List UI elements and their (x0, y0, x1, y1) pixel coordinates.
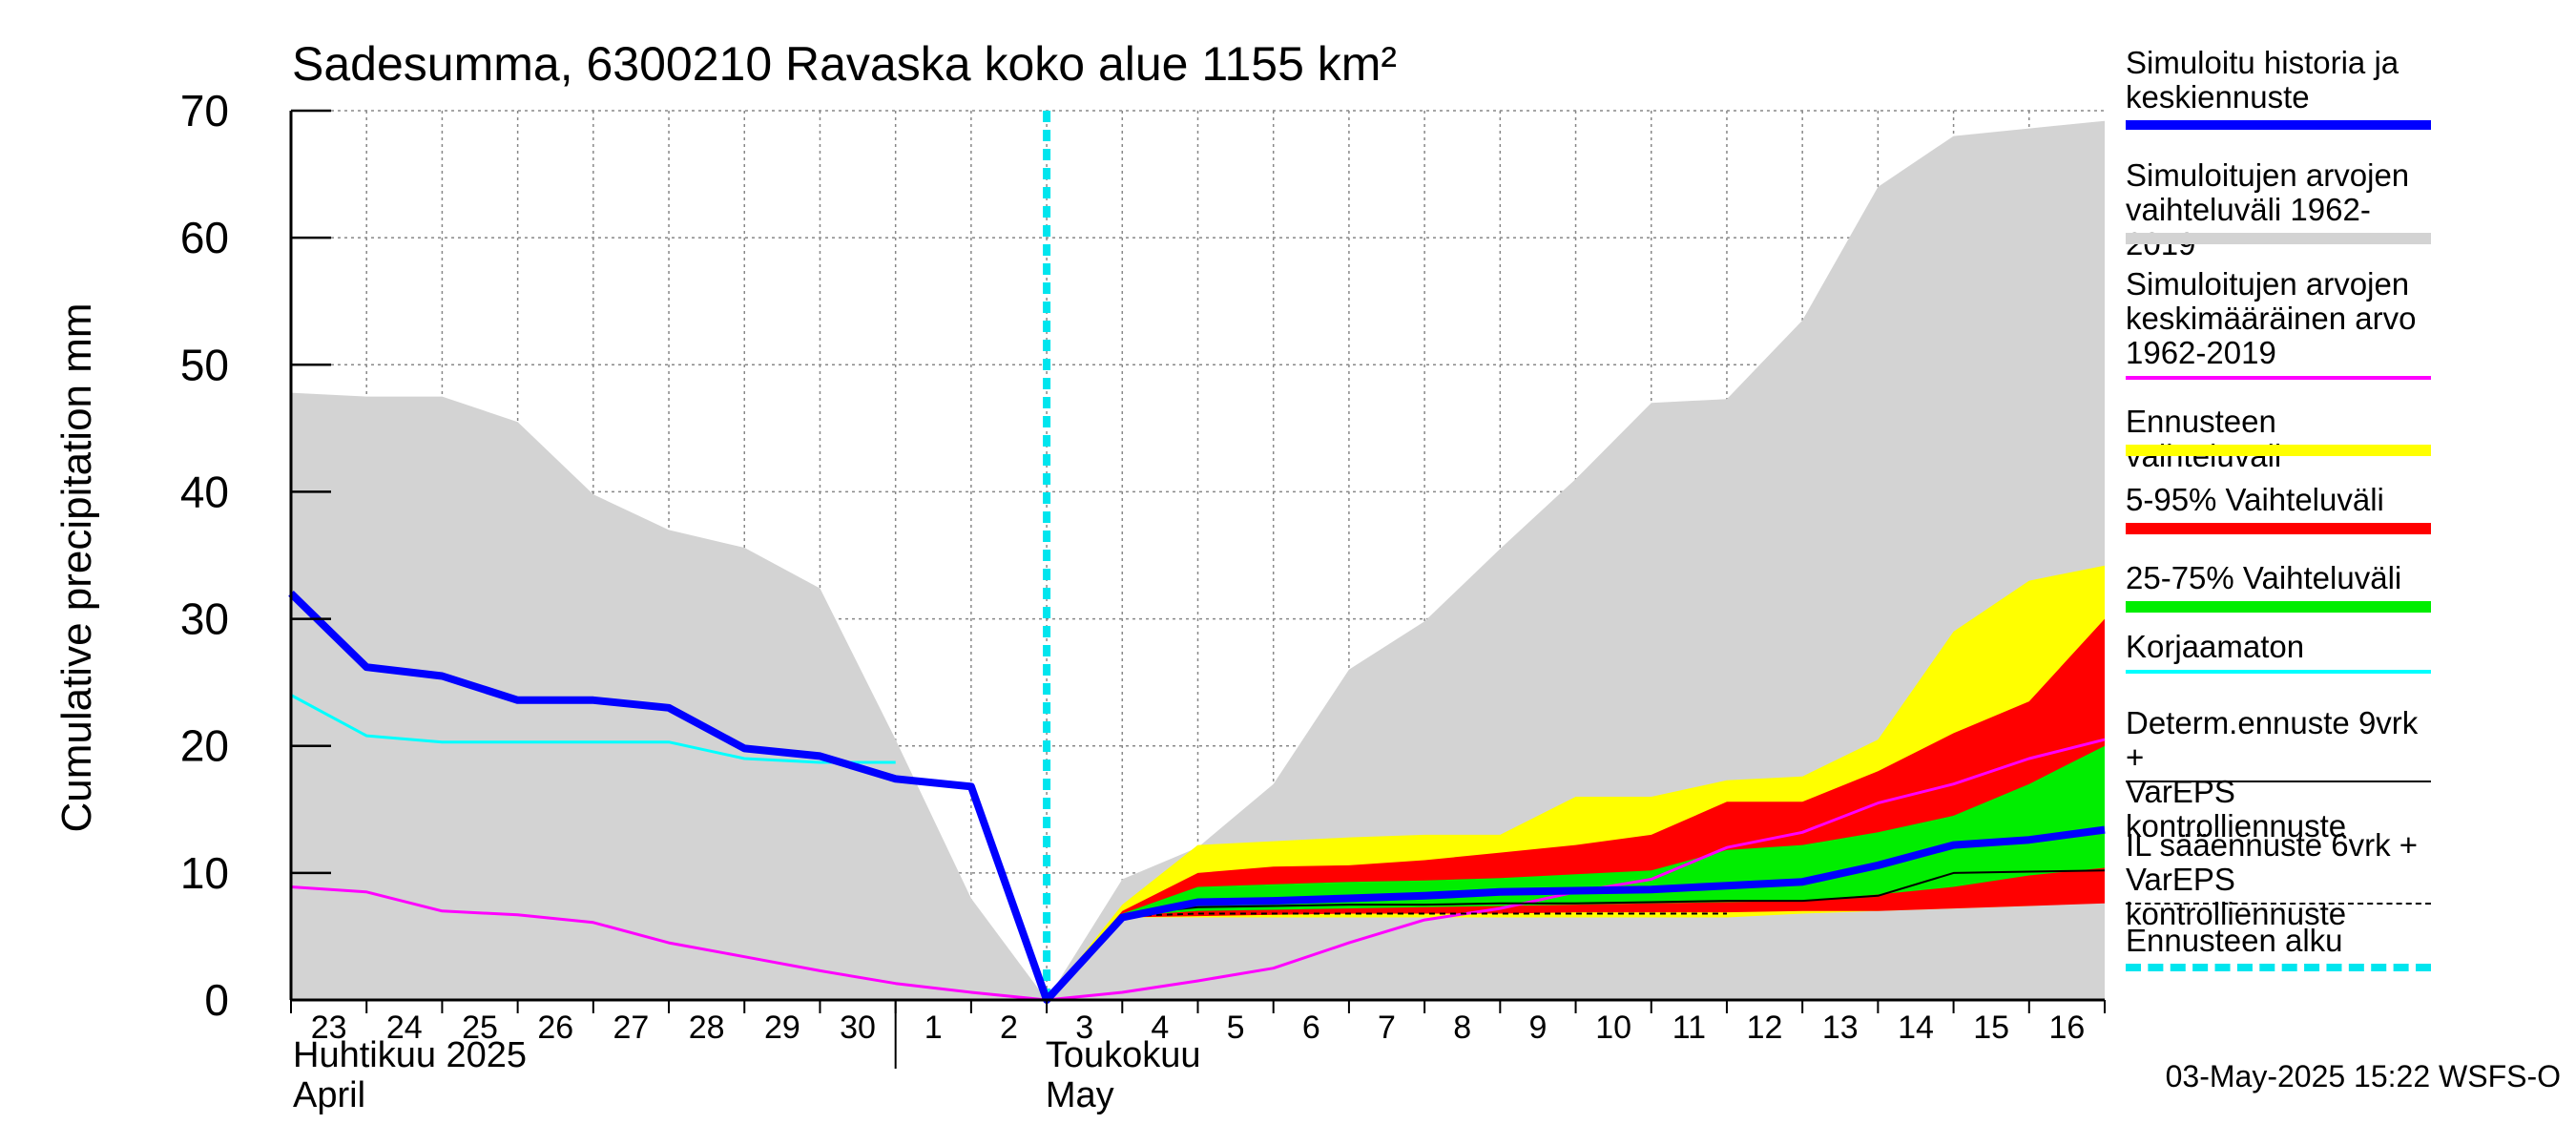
legend-swatch (2126, 523, 2431, 534)
y-tick-labels: 0 10 20 30 40 50 60 70 (180, 86, 331, 1025)
x-tick-label: 1 (924, 1010, 943, 1046)
x-tick-label: 8 (1453, 1010, 1471, 1046)
legend-swatch (2126, 445, 2431, 456)
y-tick-label: 20 (180, 721, 229, 771)
legend-label: Simuloitujen arvojen keskimääräinen arvo… (2126, 266, 2417, 370)
legend-swatch (2126, 903, 2431, 905)
legend-label: Ennusteen vaihteluväli (2126, 404, 2281, 473)
series-lines (288, 111, 2106, 1004)
x-tick-label: 14 (1898, 1010, 1934, 1046)
y-tick-label: 70 (180, 86, 229, 135)
series-simuloitu-historia-ja-keskiennuste (288, 591, 2106, 1004)
series-simuloitujen-arvojen-keskim-r-inen-arvo-1962-2019 (290, 738, 2106, 1002)
legend-item: 25-75% Vaihteluväli (2126, 560, 2441, 613)
y-tick-label: 10 (180, 848, 229, 898)
legend-label: Simuloitujen arvojen vaihteluväli 1962-2… (2126, 157, 2410, 261)
legend-item: IL sääennuste 6vrk + VarEPS kontrollienn… (2126, 828, 2441, 931)
month-label-en: April (293, 1075, 365, 1115)
month-label: Toukokuu (1046, 1035, 1201, 1075)
legend-item: Korjaamaton (2126, 629, 2441, 674)
x-tick-label: 11 (1672, 1010, 1706, 1046)
legend-label: 5-95% Vaihteluväli (2126, 482, 2384, 517)
legend-swatch (2126, 120, 2431, 130)
legend-swatch (2126, 670, 2431, 674)
x-tick-label: 28 (689, 1010, 725, 1046)
band-simuloitujen-arvojen-vaihteluv-li-1962-2019 (291, 120, 2105, 1000)
x-tick-label: 2 (1000, 1010, 1018, 1046)
legend-item: Ennusteen alku (2126, 923, 2441, 971)
x-tick-label: 16 (2048, 1010, 2085, 1046)
x-tick-label: 5 (1227, 1010, 1245, 1046)
y-tick-label: 30 (180, 594, 229, 644)
band-25-75-vaihteluv-li (1047, 745, 2105, 1000)
legend-item: Determ.ennuste 9vrk + VarEPS kontrollien… (2126, 706, 2441, 843)
legend-item: Simuloitu historia ja keskiennuste (2126, 45, 2441, 130)
x-tick-labels: 23 24 25 26 27 28 29 30 1 2 3 4 5 6 7 8 9 10 11 12 13 14 15 16 (290, 1000, 2106, 1046)
y-tick-label: 0 (204, 975, 229, 1025)
legend-swatch (2126, 601, 2431, 613)
x-tick-label: 26 (537, 1010, 573, 1046)
timestamp: 03-May-2025 15:22 WSFS-O (2165, 1059, 2561, 1093)
series-determ-ennuste-9vrk-vareps-kontrolliennuste (1046, 869, 2106, 1001)
y-axis-label: Cumulative precipitation mm (53, 302, 100, 832)
series-korjaamaton (290, 694, 896, 764)
legend-label: 25-75% Vaihteluväli (2126, 560, 2402, 595)
x-tick-label: 23 (311, 1010, 347, 1046)
month-label: Huhtikuu 2025 (293, 1035, 527, 1075)
x-tick-label: 12 (1747, 1010, 1783, 1046)
x-tick-label: 9 (1528, 1010, 1547, 1046)
x-tick-label: 3 (1075, 1010, 1093, 1046)
y-tick-label: 40 (180, 467, 229, 516)
legend-label: IL sääennuste 6vrk + VarEPS kontrollienn… (2126, 827, 2419, 931)
legend-swatch (2126, 233, 2431, 244)
x-tick-label: 15 (1973, 1010, 2009, 1046)
x-tick-label: 4 (1151, 1010, 1169, 1046)
chart-title: Sadesumma, 6300210 Ravaska koko alue 115… (292, 37, 1397, 91)
legend-swatch (2126, 964, 2431, 971)
y-tick-label: 60 (180, 213, 229, 262)
x-tick-label: 13 (1822, 1010, 1859, 1046)
month-label-en: May (1046, 1075, 1114, 1115)
legend-swatch (2126, 376, 2431, 380)
x-tick-label: 30 (840, 1010, 876, 1046)
legend-label: Determ.ennuste 9vrk + VarEPS kontrollien… (2126, 705, 2419, 843)
legend-label: Korjaamaton (2126, 629, 2305, 664)
legend-swatch (2126, 781, 2431, 782)
x-tick-label: 6 (1302, 1010, 1320, 1046)
x-tick-label: 10 (1595, 1010, 1631, 1046)
x-tick-label: 25 (462, 1010, 498, 1046)
series-il-s-ennuste-6vrk-vareps-kontrolliennuste (1046, 912, 1727, 1001)
legend-item: Simuloitujen arvojen keskimääräinen arvo… (2126, 266, 2441, 380)
y-tick-label: 50 (180, 340, 229, 389)
legend-item: Simuloitujen arvojen vaihteluväli 1962-2… (2126, 158, 2441, 261)
legend-item: Ennusteen vaihteluväli (2126, 405, 2441, 473)
x-tick-label: 29 (764, 1010, 800, 1046)
legend-label: Ennusteen alku (2126, 923, 2343, 958)
x-tick-label: 24 (386, 1010, 423, 1046)
x-tick-label: 7 (1378, 1010, 1396, 1046)
x-tick-label: 27 (613, 1010, 650, 1046)
legend-label: Simuloitu historia ja keskiennuste (2126, 45, 2399, 114)
legend-item: 5-95% Vaihteluväli (2126, 482, 2441, 534)
